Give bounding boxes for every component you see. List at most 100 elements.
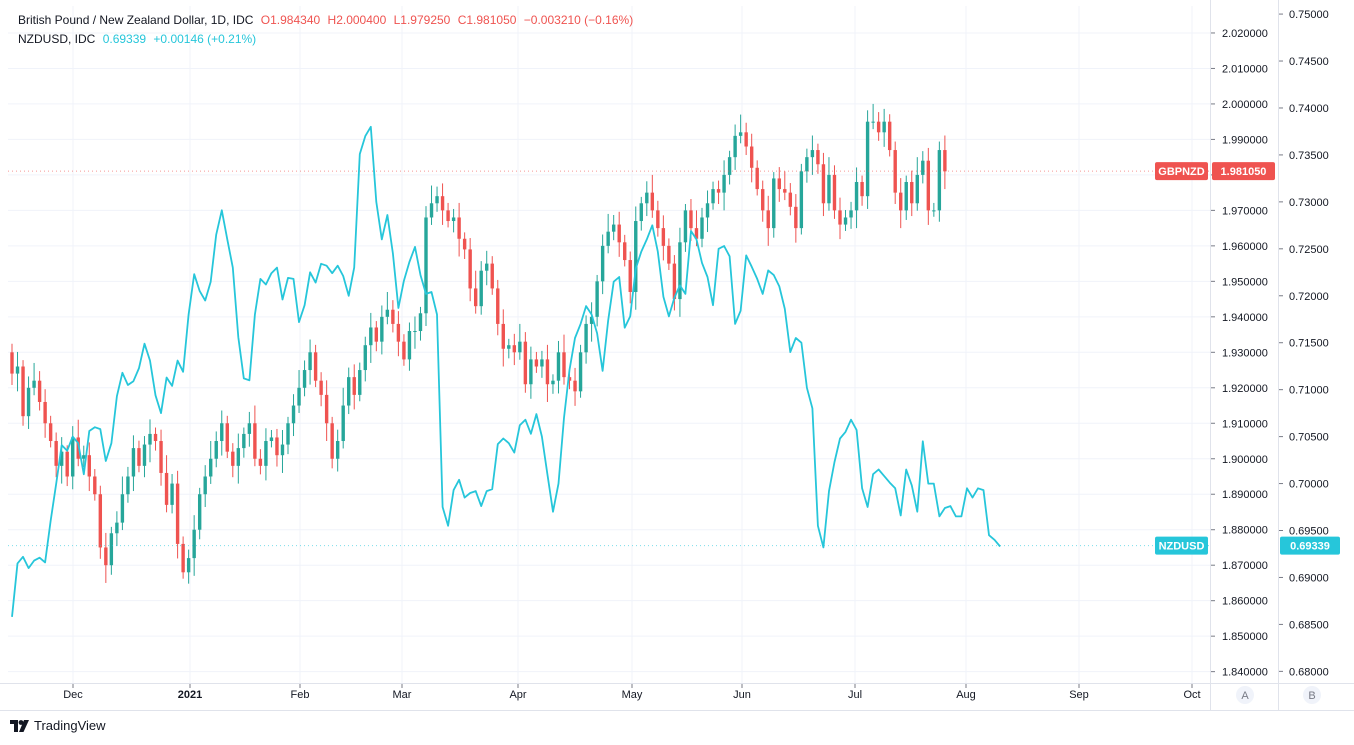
candle-body	[584, 323, 588, 353]
candle-body	[418, 313, 423, 332]
candle-body	[131, 448, 136, 477]
candle-body	[269, 437, 274, 442]
candle-body	[209, 458, 213, 477]
b-tick-label: 0.71000	[1289, 385, 1329, 397]
legend2-change: +0.00146 (+0.21%)	[153, 32, 257, 46]
candle-body	[37, 380, 42, 402]
candle-body	[352, 377, 356, 395]
axis-b-button[interactable]	[1303, 686, 1321, 704]
candle-body	[424, 217, 428, 314]
candle-body	[468, 249, 472, 289]
candle-body	[788, 192, 793, 207]
candle-body	[186, 558, 191, 573]
candle-body	[175, 483, 180, 544]
b-tick-label: 0.72500	[1289, 244, 1329, 256]
a-tick-label: 1.950000	[1222, 276, 1268, 288]
candle-body	[865, 121, 870, 197]
x-tick-label: Dec	[63, 689, 83, 701]
axis-a-button[interactable]	[1236, 686, 1254, 704]
candle-body	[137, 448, 141, 466]
candle-body	[429, 203, 434, 218]
gbpnzd-series-label: GBPNZD	[1158, 166, 1205, 178]
candle-body	[203, 476, 207, 495]
candle-body	[291, 405, 296, 424]
b-tick-label: 0.70000	[1289, 479, 1329, 491]
candle-body	[689, 210, 693, 229]
candle-body	[816, 150, 820, 165]
candle-body	[926, 160, 931, 211]
candle-body	[54, 441, 58, 466]
candle-body	[286, 423, 290, 445]
candle-body	[849, 210, 853, 218]
candle-body	[164, 472, 169, 505]
candle-body	[915, 174, 919, 204]
x-tick-label: Jul	[848, 689, 862, 701]
candle-body	[148, 433, 152, 445]
candle-body	[843, 217, 848, 225]
candle-body	[860, 181, 864, 197]
candle-body	[264, 441, 268, 466]
candle-body	[440, 196, 445, 211]
candle-body	[799, 171, 804, 229]
tradingview-icon	[10, 719, 29, 732]
legend-o-label: O	[260, 13, 271, 27]
candle-body	[236, 448, 241, 466]
candle-body	[899, 192, 903, 211]
gbpnzd-candles	[10, 103, 947, 584]
candle-body	[827, 174, 831, 204]
candle-body	[242, 433, 246, 449]
b-tick-label: 0.71500	[1289, 338, 1329, 350]
candle-body	[821, 164, 826, 204]
candle-body	[275, 437, 279, 456]
candle-body	[358, 370, 362, 395]
a-tick-label: 1.930000	[1222, 347, 1268, 359]
legend-o-value: 1.984340	[270, 13, 321, 27]
a-tick-label: 2.020000	[1222, 28, 1268, 40]
b-tick-label: 0.69000	[1289, 572, 1329, 584]
nzdusd-last-price: 0.69339	[1290, 541, 1330, 553]
candle-body	[115, 522, 119, 534]
a-tick-label: 1.910000	[1222, 418, 1268, 430]
candle-body	[876, 121, 881, 133]
candle-body	[153, 433, 158, 442]
b-tick-label: 0.68000	[1289, 666, 1329, 678]
a-tick-label: 1.970000	[1222, 205, 1268, 217]
candle-body	[192, 529, 196, 559]
candle-body	[711, 189, 715, 204]
candle-body	[253, 423, 257, 459]
x-tick-label: Aug	[956, 689, 976, 701]
a-tick-label: 1.960000	[1222, 241, 1268, 253]
candle-body	[755, 167, 759, 190]
candle-body	[385, 309, 390, 317]
candle-body	[32, 380, 36, 388]
axes: 2.0200002.0100002.0000001.9900001.980000…	[0, 0, 1354, 711]
candle-body	[490, 263, 494, 289]
a-tick-label: 1.940000	[1222, 312, 1268, 324]
candle-body	[794, 206, 798, 229]
candle-body	[556, 352, 561, 381]
nzdusd-line	[11, 125, 1001, 617]
axis-a-button-label: A	[1241, 690, 1249, 702]
x-tick-label: Oct	[1183, 689, 1200, 701]
nzdusd-last-price-bg	[1280, 536, 1340, 555]
gbpnzd-last-price: 1.981050	[1221, 166, 1267, 178]
candle-body	[181, 543, 185, 573]
b-tick-label: 0.69500	[1289, 526, 1329, 538]
candle-body	[562, 352, 566, 378]
candle-body	[783, 189, 787, 193]
a-tick-label: 1.890000	[1222, 489, 1268, 501]
candle-body	[347, 377, 351, 406]
a-tick-label: 2.000000	[1222, 99, 1268, 111]
legend-c-value: 1.981050	[466, 13, 517, 27]
candle-body	[297, 387, 301, 406]
nzdusd-series-label-bg	[1155, 536, 1208, 555]
candle-body	[628, 260, 632, 292]
candle-body	[501, 323, 505, 349]
tradingview-logo[interactable]: TradingView	[10, 718, 106, 733]
candle-body	[43, 401, 47, 424]
legend-c-label: C	[457, 13, 467, 27]
candle-body	[523, 341, 528, 385]
candle-body	[882, 121, 886, 133]
candle-body	[540, 359, 544, 367]
